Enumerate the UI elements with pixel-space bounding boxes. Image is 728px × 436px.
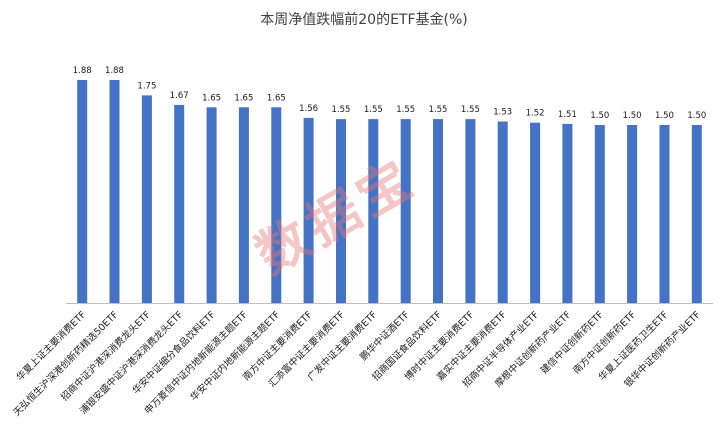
- value-label: 1.50: [687, 111, 706, 121]
- bar: [562, 123, 573, 304]
- value-labels-layer: 1.88 1.88 1.75 1.67 1.65 1.65 1.65 1.56 1.55 1.55…: [73, 66, 707, 121]
- bar: [238, 107, 249, 303]
- value-label: 1.55: [429, 105, 448, 115]
- category-labels-layer: 华夏上证主要消费ETF天弘恒生沪深港创新药精选50ETF招商中证沪港深消费龙头E…: [11, 309, 703, 419]
- bar: [497, 121, 508, 303]
- value-label: 1.50: [590, 111, 609, 121]
- bar: [303, 117, 314, 304]
- bar: [594, 125, 605, 303]
- bar: [691, 125, 702, 303]
- value-label: 1.50: [623, 111, 642, 121]
- chart-title: 本周净值跌幅前20的ETF基金(%): [260, 11, 468, 28]
- bar: [77, 80, 88, 303]
- value-label: 1.65: [202, 93, 221, 103]
- category-label: 南方中证创新药ETF: [570, 309, 638, 377]
- bar: [465, 119, 476, 303]
- value-label: 1.52: [526, 109, 545, 119]
- value-label: 1.55: [364, 105, 383, 115]
- category-label: 建信中证创新药ETF: [538, 309, 606, 377]
- value-label: 1.88: [73, 66, 92, 76]
- bar: [109, 80, 120, 303]
- value-label: 1.55: [461, 105, 480, 115]
- bar: [433, 119, 443, 303]
- value-label: 1.88: [105, 66, 124, 76]
- bar: [174, 104, 185, 304]
- value-label: 1.65: [234, 93, 253, 103]
- value-label: 1.75: [137, 81, 156, 91]
- value-label: 1.55: [332, 105, 351, 115]
- bar: [271, 107, 282, 303]
- value-label: 1.55: [396, 105, 415, 115]
- bars-layer: [77, 80, 702, 304]
- value-label: 1.51: [558, 110, 577, 120]
- value-label: 1.50: [655, 111, 674, 121]
- bar: [206, 107, 217, 303]
- bar: [627, 125, 638, 303]
- bar: [659, 125, 670, 303]
- bar: [530, 122, 541, 303]
- value-label: 1.56: [299, 104, 318, 114]
- bar: [368, 119, 379, 303]
- value-label: 1.65: [267, 93, 286, 103]
- bar: [336, 119, 346, 303]
- value-label: 1.67: [170, 91, 189, 101]
- bar: [141, 95, 152, 304]
- value-label: 1.53: [493, 108, 512, 118]
- bar: [400, 119, 411, 303]
